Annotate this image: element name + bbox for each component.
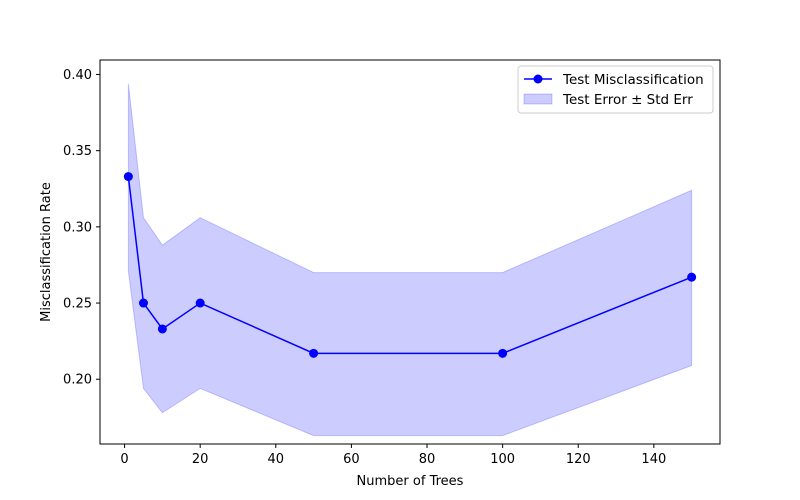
data-point	[138, 298, 148, 308]
y-tick-label: 0.40	[63, 68, 92, 83]
x-tick-label: 60	[343, 452, 360, 467]
legend-marker-swatch	[533, 74, 543, 84]
x-tick-label: 140	[641, 452, 666, 467]
plot-area-frame	[99, 59, 721, 445]
legend-band-swatch	[523, 93, 553, 105]
x-tick-label: 100	[490, 452, 515, 467]
legend-box	[517, 65, 714, 114]
legend: Test Misclassification Test Error ± Std …	[517, 65, 714, 114]
x-tick-label: 0	[120, 452, 128, 467]
error-band-layer	[127, 83, 693, 437]
y-tick-label: 0.35	[63, 144, 92, 159]
data-point	[157, 324, 167, 334]
data-point	[498, 348, 508, 358]
y-axis-label: Misclassification Rate	[39, 182, 54, 322]
x-axis-ticks: 0 20 40 60 80 100 120 140	[120, 444, 666, 467]
y-axis-ticks: 0.20 0.25 0.30 0.35 0.40	[63, 68, 100, 388]
data-point	[123, 172, 133, 182]
data-point	[195, 298, 205, 308]
data-point	[309, 348, 319, 358]
y-tick-label: 0.30	[63, 220, 92, 235]
legend-label-band: Test Error ± Std Err	[562, 92, 693, 108]
x-tick-label: 20	[192, 452, 209, 467]
error-band	[127, 83, 693, 437]
x-axis-label: Number of Trees	[357, 474, 464, 489]
series-marker-layer	[123, 172, 697, 358]
x-tick-label: 80	[419, 452, 436, 467]
x-tick-label: 40	[268, 452, 285, 467]
y-tick-label: 0.25	[63, 297, 92, 312]
data-point	[687, 272, 697, 282]
x-tick-label: 120	[566, 452, 591, 467]
legend-label-line: Test Misclassification	[562, 72, 704, 88]
y-tick-label: 0.20	[63, 373, 92, 388]
